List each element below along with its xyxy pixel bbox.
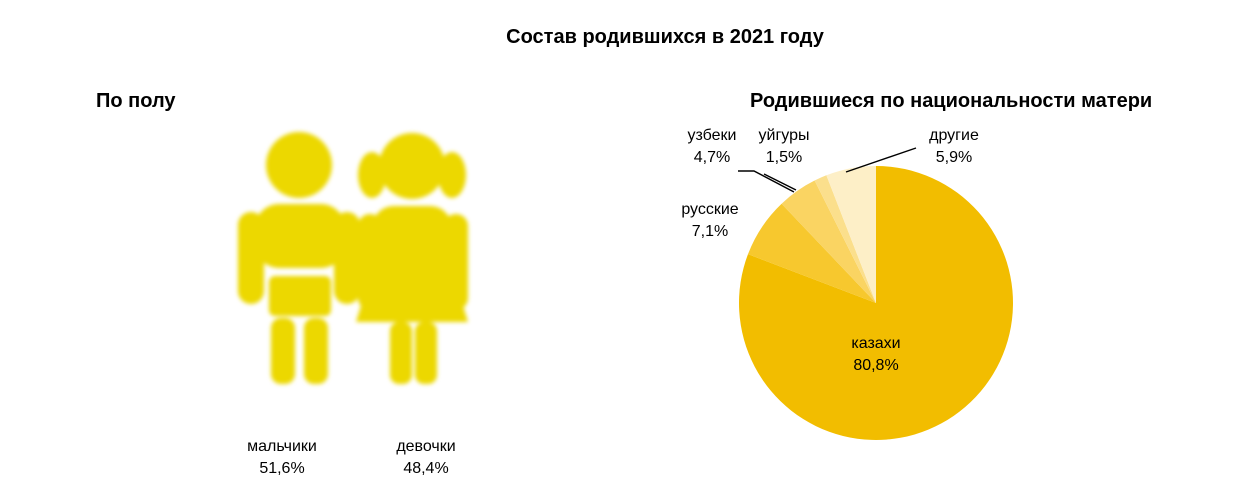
boys-label: мальчики 51,6% <box>212 436 352 480</box>
boys-name: мальчики <box>247 438 317 455</box>
slice-value-русские: 7,1% <box>692 223 728 240</box>
girls-label: девочки 48,4% <box>356 436 496 480</box>
girls-name: девочки <box>396 438 456 455</box>
boys-value: 51,6% <box>259 460 305 477</box>
chart-title: Состав родившихся в 2021 году <box>506 26 824 48</box>
slice-value-уйгуры: 1,5% <box>766 149 802 166</box>
slice-value-узбеки: 4,7% <box>694 149 730 166</box>
slice-label-русские: русские <box>681 201 738 218</box>
pie-slice-казахи <box>739 166 1013 441</box>
boy-icon <box>238 132 360 384</box>
nationality-section-title: Родившиеся по национальности матери <box>750 90 1153 112</box>
children-icon <box>238 132 468 384</box>
slice-value-казахи: 80,8% <box>853 357 898 374</box>
leader-line-узбеки <box>738 170 795 193</box>
gender-section-title: По полу <box>96 90 176 112</box>
leader-line-другие <box>845 147 917 173</box>
slice-value-другие: 5,9% <box>936 149 972 166</box>
girls-value: 48,4% <box>403 460 449 477</box>
slice-label-другие: другие <box>929 127 979 144</box>
pie-slice-русские <box>747 203 876 303</box>
pie-slice-уйгуры <box>814 175 876 303</box>
slice-label-уйгуры: уйгуры <box>759 127 810 144</box>
slice-label-казахи: казахи <box>851 335 900 352</box>
leader-line-уйгуры <box>763 173 797 191</box>
pie-slice-другие <box>826 166 876 303</box>
pie-slice-узбеки <box>781 180 876 303</box>
girl-icon <box>356 133 468 384</box>
nationality-pie-chart: казахи 80,8% русские 7,1% узбеки 4,7% уйгуры 1,… <box>681 127 1013 441</box>
slice-label-узбеки: узбеки <box>688 127 737 144</box>
